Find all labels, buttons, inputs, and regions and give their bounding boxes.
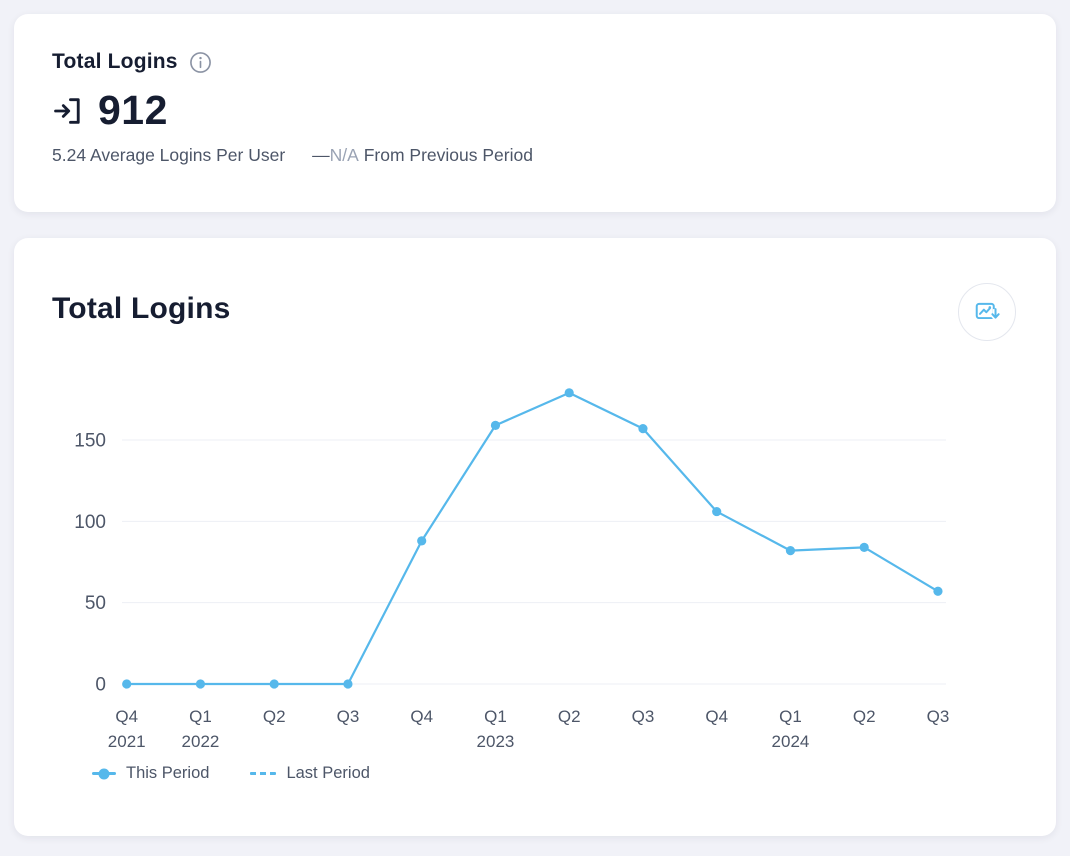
this-period-marker-icon — [92, 772, 116, 775]
chart-title: Total Logins — [52, 292, 231, 325]
svg-text:Q1: Q1 — [484, 707, 507, 726]
svg-text:Q4: Q4 — [115, 707, 138, 726]
svg-text:0: 0 — [95, 675, 106, 696]
delta-group: —N/A From Previous Period — [312, 145, 533, 166]
delta-label: From Previous Period — [363, 145, 533, 165]
average-logins-text: 5.24 Average Logins Per User — [52, 145, 286, 165]
summary-card-title: Total Logins — [52, 50, 178, 73]
legend-label-this-period: This Period — [126, 764, 210, 782]
chart-legend: This Period Last Period — [92, 764, 370, 783]
svg-text:Q3: Q3 — [632, 707, 655, 726]
svg-text:Q4: Q4 — [410, 707, 433, 726]
legend-label-last-period: Last Period — [286, 764, 370, 782]
last-period-marker-icon — [250, 772, 277, 775]
summary-title-row: Total Logins — [52, 50, 1018, 74]
total-logins-value: 912 — [98, 87, 168, 133]
login-icon — [52, 93, 83, 129]
export-chart-button[interactable] — [958, 283, 1016, 341]
svg-text:2021: 2021 — [108, 732, 146, 751]
legend-item-last-period: Last Period — [250, 764, 370, 783]
chart-header: Total Logins — [14, 238, 1056, 341]
svg-text:Q2: Q2 — [558, 707, 581, 726]
summary-sub-row: 5.24 Average Logins Per User —N/A From P… — [52, 145, 1018, 166]
svg-text:Q3: Q3 — [927, 707, 950, 726]
delta-value: N/A — [329, 145, 359, 165]
svg-text:2022: 2022 — [182, 732, 220, 751]
svg-text:Q1: Q1 — [779, 707, 802, 726]
svg-text:Q3: Q3 — [337, 707, 360, 726]
svg-text:2024: 2024 — [772, 732, 810, 751]
page: Total Logins 912 5.24 Average Logins P — [14, 14, 1056, 836]
delta-dash: — — [312, 145, 330, 165]
svg-text:Q2: Q2 — [263, 707, 286, 726]
svg-text:50: 50 — [85, 593, 106, 614]
svg-text:Q1: Q1 — [189, 707, 212, 726]
total-logins-chart: 0 50 100 150 Q4 2021 Q1 2022 Q2 Q3 Q4 Q1 2023 Q2 Q3 Q4 Q… — [74, 388, 950, 751]
export-chart-icon — [975, 302, 1001, 322]
total-logins-summary-card: Total Logins 912 5.24 Average Logins P — [14, 14, 1056, 212]
summary-value-row: 912 — [52, 87, 1018, 134]
svg-text:100: 100 — [74, 512, 106, 533]
svg-text:150: 150 — [74, 431, 106, 452]
svg-text:Q2: Q2 — [853, 707, 876, 726]
legend-item-this-period: This Period — [92, 764, 209, 783]
total-logins-chart-card: Total Logins 0 50 100 150 Q4 2021 Q1 2022 Q2 Q3 Q4… — [14, 238, 1056, 836]
svg-text:Q4: Q4 — [705, 707, 728, 726]
info-icon[interactable] — [189, 51, 212, 74]
svg-text:2023: 2023 — [477, 732, 515, 751]
